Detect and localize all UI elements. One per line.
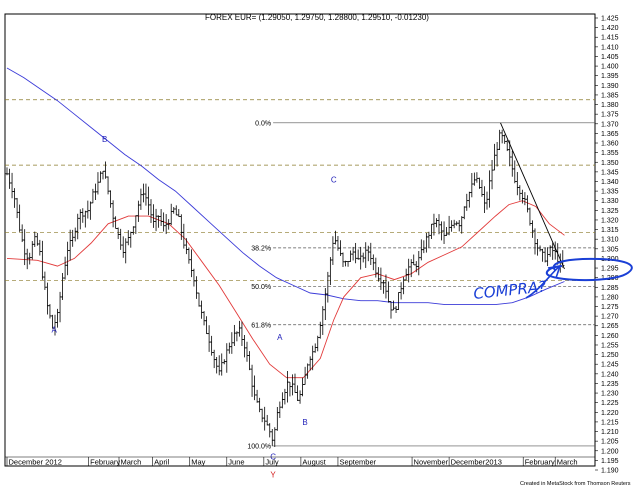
y-tick-label: 1.365	[601, 131, 619, 138]
x-tick-label: June	[228, 458, 244, 467]
y-tick-label: 1.360	[601, 141, 619, 148]
moving-average-short	[6, 200, 565, 379]
annotation-circle	[545, 257, 633, 282]
y-tick-label: 1.220	[601, 410, 619, 417]
ma-short-line	[6, 200, 565, 379]
wave-label: B	[102, 135, 107, 144]
fib-level-label: 100.0%	[247, 443, 271, 450]
wave-label: A	[277, 333, 283, 342]
y-tick-label: 1.425	[601, 16, 619, 23]
y-tick-label: 1.410	[601, 44, 619, 51]
y-tick-label: 1.205	[601, 439, 619, 446]
y-tick-label: 1.215	[601, 419, 619, 426]
x-tick-label: February	[525, 458, 555, 467]
fibonacci-levels: 0.0% 38.2% 50.0% 61.8% 100.0%	[247, 120, 595, 450]
y-tick-label: 1.195	[601, 458, 619, 465]
y-tick-label: 1.260	[601, 333, 619, 340]
fib-level-label: 0.0%	[255, 120, 271, 127]
y-tick-label: 1.350	[601, 160, 619, 167]
x-tick-label: December 2012	[9, 458, 62, 467]
fib-level-label: 50.0%	[251, 284, 271, 291]
x-tick-label: April	[154, 458, 169, 467]
y-tick-label: 1.335	[601, 189, 619, 196]
fib-level-label: 61.8%	[251, 322, 271, 329]
y-tick-label: 1.310	[601, 237, 619, 244]
y-tick-label: 1.370	[601, 121, 619, 128]
y-tick-label: 1.390	[601, 83, 619, 90]
fib-level-label: 38.2%	[251, 245, 271, 252]
y-tick-label: 1.305	[601, 246, 619, 253]
y-tick-label: 1.265	[601, 323, 619, 330]
x-tick-label: December2013	[451, 458, 502, 467]
y-tick-label: 1.250	[601, 352, 619, 359]
y-tick-label: 1.210	[601, 429, 619, 436]
wave-label: A	[51, 325, 57, 334]
y-tick-label: 1.315	[601, 227, 619, 234]
x-tick-label: November	[414, 458, 449, 467]
y-tick-label: 1.230	[601, 391, 619, 398]
y-tick-label: 1.420	[601, 25, 619, 32]
y-axis: 1.190 1.195 1.200 1.205 1.210 1.215 1.220 1.225…	[595, 16, 619, 475]
moving-average-long	[6, 67, 565, 306]
y-tick-label: 1.375	[601, 112, 619, 119]
x-tick-label: July	[265, 458, 279, 467]
y-tick-label: 1.270	[601, 314, 619, 321]
x-tick-label: May	[191, 458, 205, 467]
y-tick-label: 1.245	[601, 362, 619, 369]
wave-label: Y	[270, 470, 276, 479]
y-tick-label: 1.415	[601, 35, 619, 42]
y-tick-label: 1.385	[601, 92, 619, 99]
y-tick-label: 1.395	[601, 73, 619, 80]
y-tick-label: 1.345	[601, 169, 619, 176]
wave-label: B	[302, 418, 307, 427]
annotation-arrow	[525, 264, 562, 299]
x-tick-label: August	[302, 458, 326, 467]
credit-text: Created in MetaStock from Thomson Reuter…	[520, 481, 631, 487]
y-tick-label: 1.295	[601, 266, 619, 273]
y-tick-label: 1.190	[601, 468, 619, 475]
y-tick-label: 1.255	[601, 342, 619, 349]
y-tick-label: 1.405	[601, 54, 619, 61]
y-tick-label: 1.355	[601, 150, 619, 157]
y-tick-label: 1.225	[601, 400, 619, 407]
x-tick-label: February	[90, 458, 120, 467]
x-tick-label: September	[339, 458, 376, 467]
y-tick-label: 1.340	[601, 179, 619, 186]
trend-line-segment	[500, 122, 565, 270]
wave-label: C	[331, 175, 337, 184]
y-tick-label: 1.380	[601, 102, 619, 109]
y-tick-label: 1.280	[601, 294, 619, 301]
horizontal-levels	[5, 99, 595, 281]
y-tick-label: 1.320	[601, 217, 619, 224]
y-tick-label: 1.330	[601, 198, 619, 205]
chart-title: FOREX EUR= (1.29050, 1.29750, 1.28800, 1…	[205, 13, 429, 22]
y-tick-label: 1.235	[601, 381, 619, 388]
y-tick-label: 1.200	[601, 448, 619, 455]
x-tick-label: March	[557, 458, 578, 467]
y-tick-label: 1.325	[601, 208, 619, 215]
y-tick-label: 1.240	[601, 371, 619, 378]
y-tick-label: 1.400	[601, 64, 619, 71]
price-bars	[5, 129, 565, 447]
ma-long-line	[6, 67, 565, 306]
x-axis: December 2012 February March April May June Ju…	[5, 456, 595, 467]
y-tick-label: 1.275	[601, 304, 619, 311]
x-tick-label: March	[121, 458, 142, 467]
trend-line	[500, 122, 565, 270]
y-tick-label: 1.285	[601, 285, 619, 292]
